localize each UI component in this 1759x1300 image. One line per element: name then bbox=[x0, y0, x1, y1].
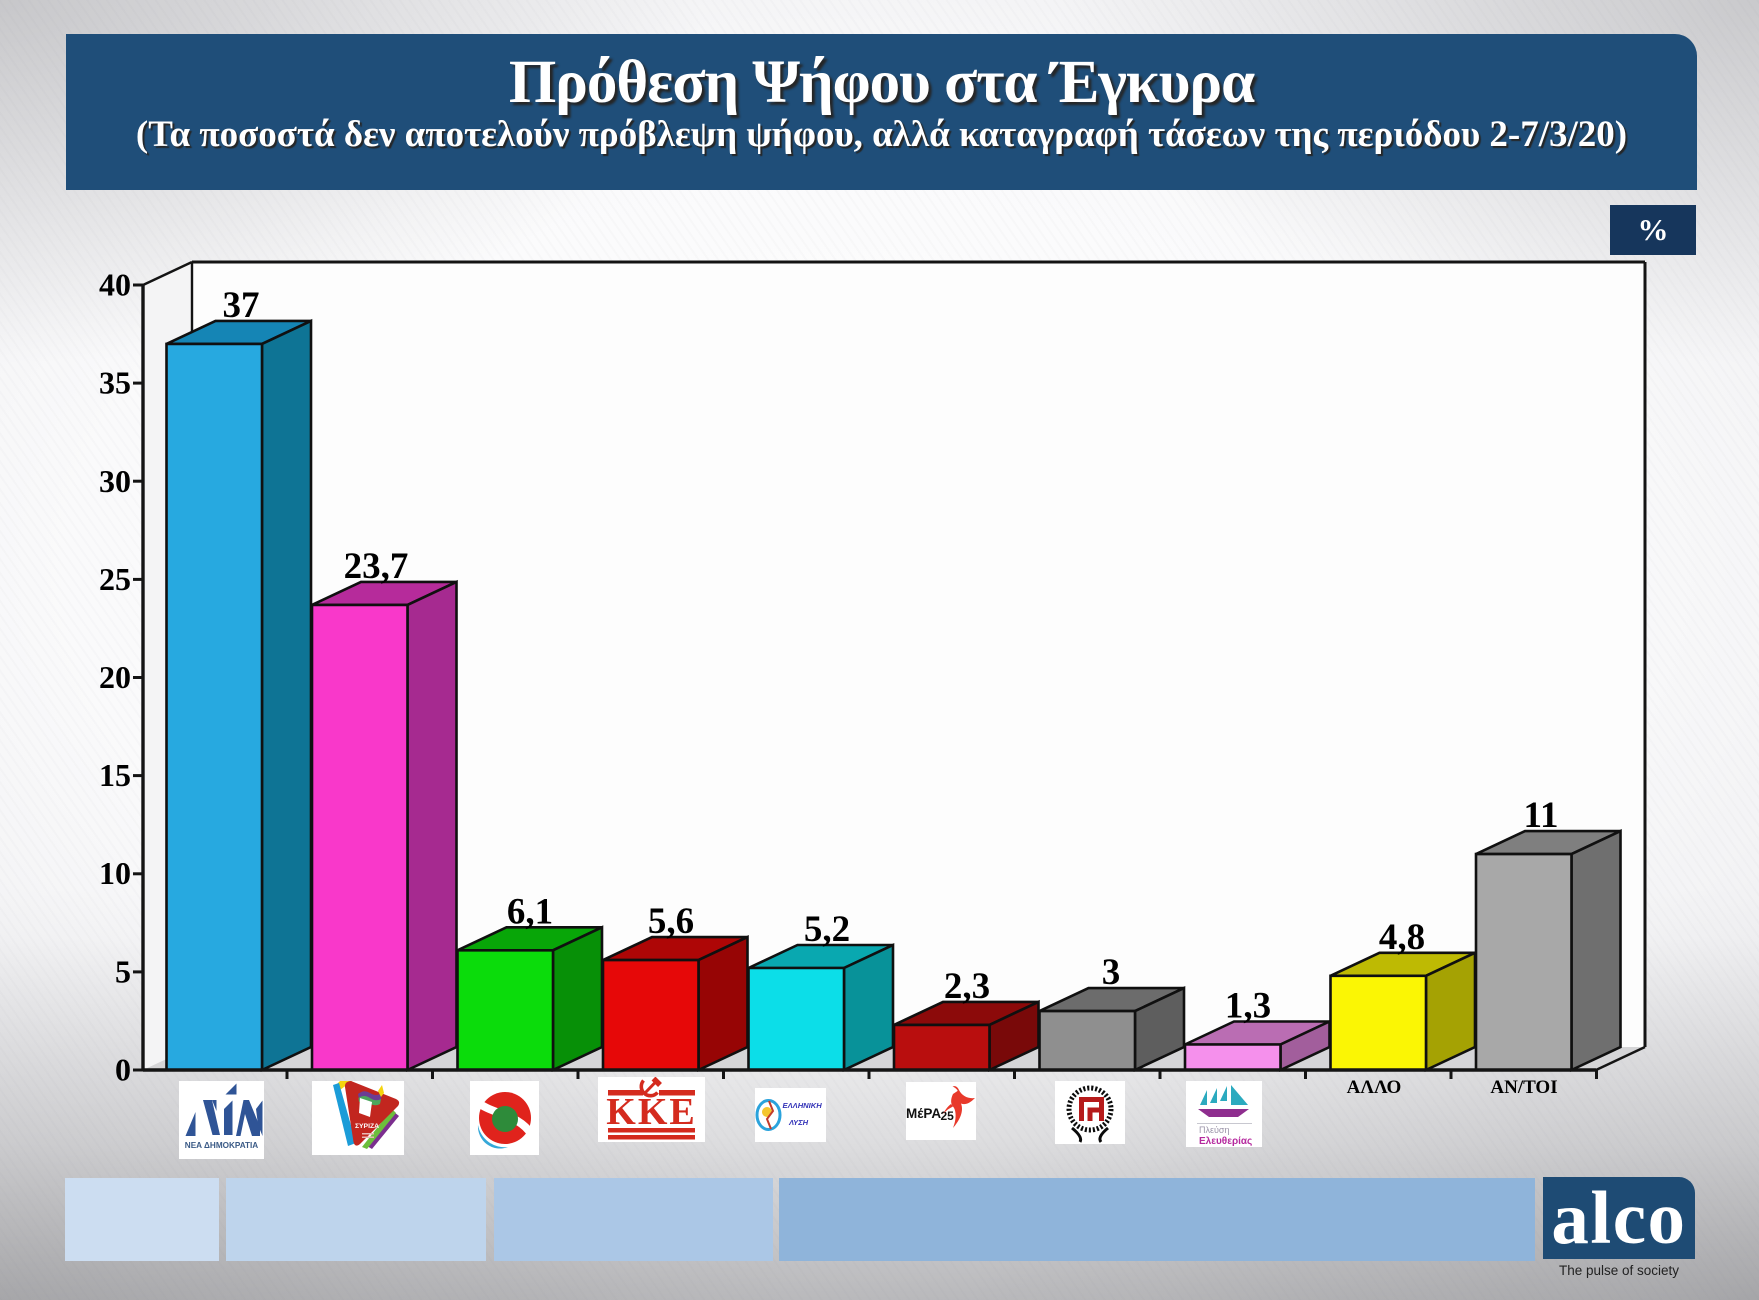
svg-text:25: 25 bbox=[99, 561, 131, 597]
svg-text:35: 35 bbox=[99, 365, 131, 401]
svg-text:15: 15 bbox=[99, 757, 131, 793]
svg-text:ΛΥΣΗ: ΛΥΣΗ bbox=[788, 1118, 809, 1127]
svg-text:ΚΚΕ: ΚΚΕ bbox=[606, 1091, 696, 1133]
svg-text:Ελευθερίας: Ελευθερίας bbox=[1199, 1136, 1252, 1147]
svg-text:5,2: 5,2 bbox=[804, 909, 850, 950]
svg-text:4,8: 4,8 bbox=[1379, 917, 1425, 958]
svg-text:ΕΛΛΗΝΙΚΗ: ΕΛΛΗΝΙΚΗ bbox=[783, 1101, 823, 1110]
svg-text:ΜέΡΑ: ΜέΡΑ bbox=[906, 1106, 941, 1121]
svg-text:37: 37 bbox=[223, 285, 260, 326]
svg-text:10: 10 bbox=[99, 855, 131, 891]
svg-text:2,3: 2,3 bbox=[944, 966, 990, 1007]
svg-text:40: 40 bbox=[99, 267, 131, 303]
svg-text:20: 20 bbox=[99, 659, 131, 695]
svg-text:ΝΕΑ ΔΗΜΟΚΡΑΤΙΑ: ΝΕΑ ΔΗΜΟΚΡΑΤΙΑ bbox=[185, 1141, 259, 1150]
svg-text:ΑΛΛΟ: ΑΛΛΟ bbox=[1347, 1077, 1402, 1098]
svg-text:0: 0 bbox=[115, 1052, 131, 1088]
svg-text:ΣΥΡΙΖΑ: ΣΥΡΙΖΑ bbox=[355, 1123, 379, 1130]
svg-text:30: 30 bbox=[99, 463, 131, 499]
svg-text:ΑΝ/ΤΟΙ: ΑΝ/ΤΟΙ bbox=[1490, 1077, 1557, 1098]
svg-text:23,7: 23,7 bbox=[344, 546, 409, 587]
svg-text:11: 11 bbox=[1524, 795, 1559, 836]
svg-text:3: 3 bbox=[1102, 952, 1121, 993]
svg-text:6,1: 6,1 bbox=[507, 891, 553, 932]
svg-text:25: 25 bbox=[941, 1109, 955, 1123]
svg-text:5,6: 5,6 bbox=[648, 901, 694, 942]
svg-text:1,3: 1,3 bbox=[1225, 986, 1271, 1027]
svg-text:Πλεύση: Πλεύση bbox=[1199, 1125, 1230, 1135]
svg-text:5: 5 bbox=[115, 953, 131, 989]
